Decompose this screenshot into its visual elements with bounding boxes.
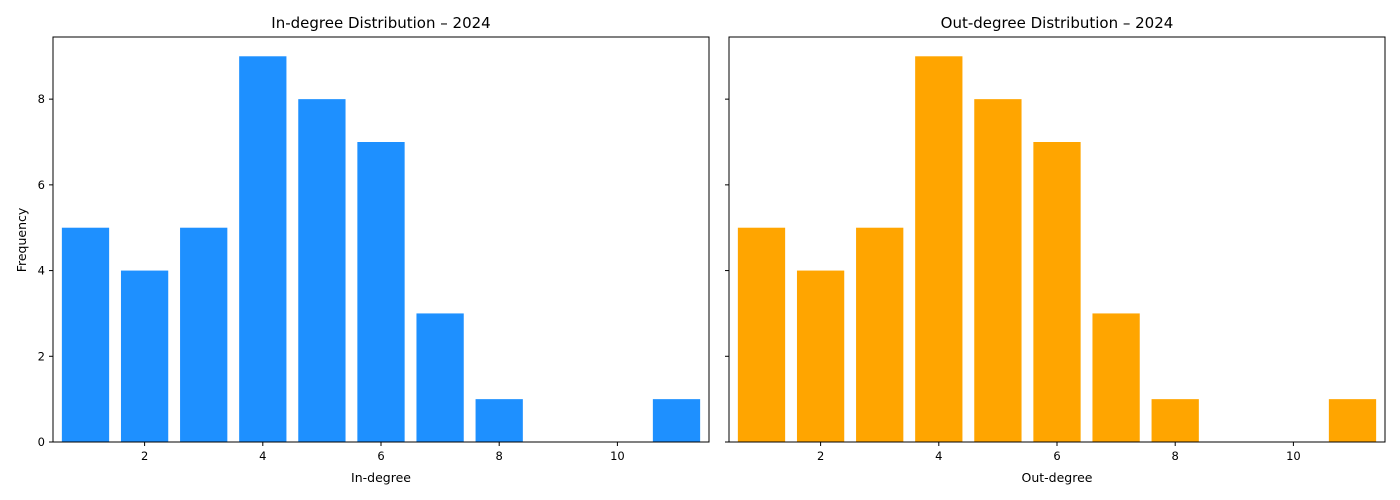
bar — [915, 56, 963, 442]
bar — [239, 56, 287, 442]
x-tick-label: 10 — [610, 449, 625, 463]
bar — [180, 227, 228, 442]
x-ticks: 2 4 6 8 10 — [817, 442, 1301, 463]
x-axis-label: Out-degree — [1022, 470, 1093, 485]
bar — [652, 399, 701, 442]
y-ticks: 0 2 4 6 8 — [38, 92, 53, 449]
bar — [1092, 313, 1140, 442]
bar — [1328, 399, 1377, 442]
bar — [120, 270, 169, 442]
y-ticks — [725, 98, 729, 443]
x-axis-label: In-degree — [351, 470, 411, 485]
bar — [737, 227, 786, 442]
x-tick-label: 2 — [141, 449, 148, 463]
bar — [357, 142, 405, 442]
bar — [1033, 142, 1081, 442]
y-tick-label: 6 — [38, 178, 45, 192]
bars — [61, 56, 701, 442]
x-tick-label: 8 — [496, 449, 503, 463]
x-tick-label: 6 — [377, 449, 384, 463]
bar — [1151, 399, 1199, 442]
bar — [416, 313, 464, 442]
bar — [475, 399, 523, 442]
x-tick-label: 6 — [1053, 449, 1060, 463]
x-tick-label: 2 — [817, 449, 824, 463]
bars — [737, 56, 1377, 442]
y-tick-label: 4 — [38, 264, 45, 278]
bar — [796, 270, 845, 442]
x-tick-label: 4 — [259, 449, 266, 463]
chart-title: Out-degree Distribution – 2024 — [941, 14, 1174, 32]
out-degree-panel: Out-degree Distribution – 2024 2 4 6 8 10 Ou… — [725, 14, 1386, 485]
bar — [856, 227, 904, 442]
x-tick-label: 8 — [1172, 449, 1179, 463]
bar — [974, 99, 1022, 442]
y-tick-label: 0 — [38, 435, 45, 449]
y-axis-label: Frequency — [14, 207, 29, 272]
bar — [61, 227, 110, 442]
chart-title: In-degree Distribution – 2024 — [271, 14, 490, 32]
in-degree-panel: In-degree Distribution – 2024 2 4 6 8 10 0 2 4… — [14, 14, 710, 485]
x-tick-label: 4 — [935, 449, 942, 463]
x-ticks: 2 4 6 8 10 — [141, 442, 625, 463]
bar — [298, 99, 346, 442]
y-tick-label: 8 — [38, 92, 45, 106]
y-tick-label: 2 — [38, 349, 45, 363]
x-tick-label: 10 — [1286, 449, 1301, 463]
